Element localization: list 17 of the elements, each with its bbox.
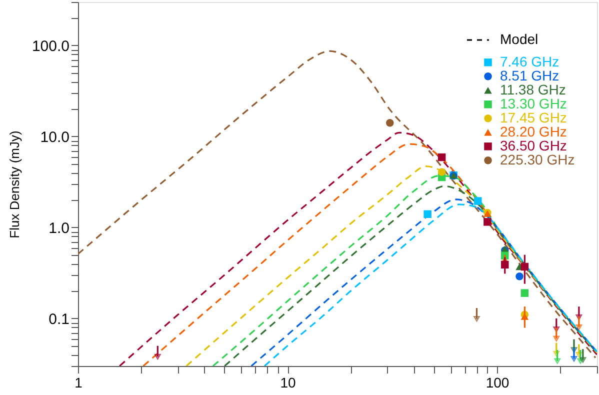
x-tick-label: 1 (74, 374, 83, 390)
annotation: Model (500, 31, 538, 47)
legend-label: 17.45 GHz (500, 109, 567, 126)
legend-label: 28.20 GHz (500, 123, 567, 140)
y-axis-title: Flux Density (mJy) (6, 130, 22, 238)
x-tick-label: 100 (486, 374, 510, 390)
y-tick-label: 1.0 (48, 220, 70, 237)
y-tick-label: 100.0 (32, 38, 70, 55)
legend-label: 8.51 GHz (500, 67, 560, 84)
x-tick-label: 10 (280, 374, 296, 390)
legend-label: 225.30 GHz (500, 151, 575, 168)
legend-label: 13.30 GHz (500, 95, 567, 112)
y-tick-label: 10.0 (40, 128, 70, 146)
y-tick-label: 0.1 (48, 310, 70, 328)
legend-label: 36.50 GHz (500, 137, 567, 154)
legend-label: 11.38 GHz (500, 81, 566, 98)
legend-label: 7.46 GHz (500, 53, 560, 70)
